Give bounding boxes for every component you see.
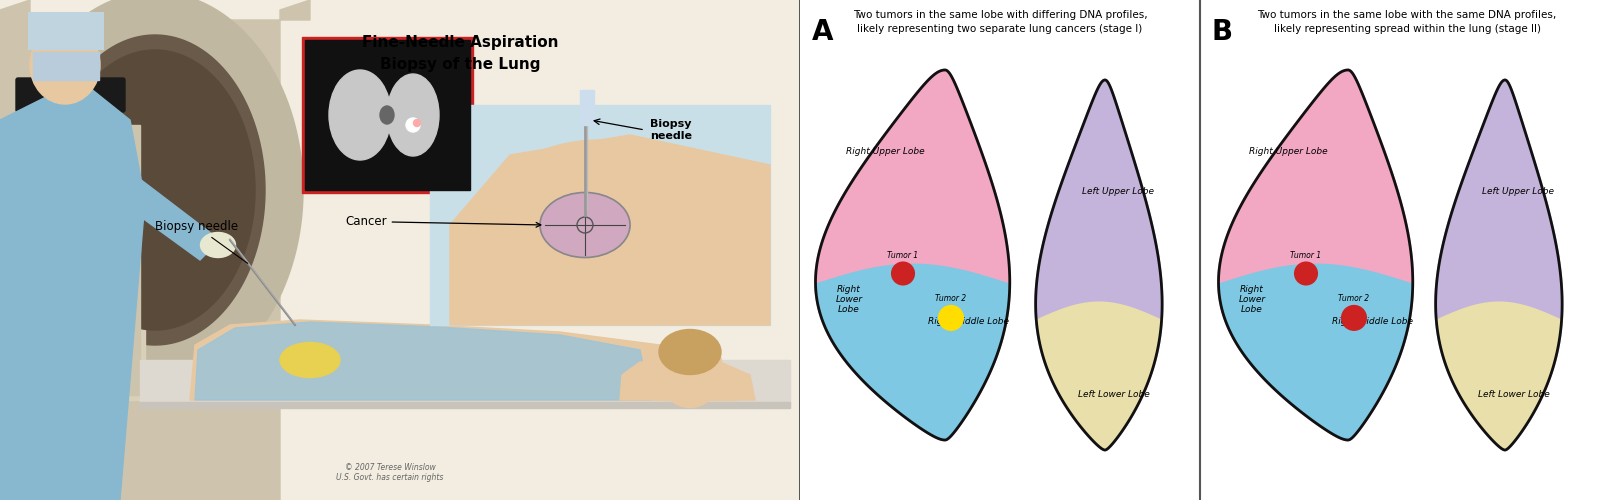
Bar — [29, 12, 104, 50]
Circle shape — [1294, 262, 1317, 284]
Polygon shape — [621, 362, 755, 400]
Polygon shape — [195, 322, 650, 400]
Text: likely representing spread within the lung (stage II): likely representing spread within the lu… — [1274, 24, 1541, 34]
Ellipse shape — [658, 332, 723, 407]
Text: Tumor 2: Tumor 2 — [1339, 294, 1370, 303]
Polygon shape — [6, 0, 302, 388]
Text: Left Lower Lobe: Left Lower Lobe — [1478, 390, 1549, 399]
Bar — [430, 105, 770, 325]
Text: Left Upper Lobe: Left Upper Lobe — [1482, 186, 1554, 196]
Bar — [5, 120, 146, 400]
Polygon shape — [190, 320, 701, 400]
Bar — [302, 37, 474, 193]
Ellipse shape — [490, 140, 710, 280]
Text: likely representing two separate lung cancers (stage I): likely representing two separate lung ca… — [858, 24, 1142, 34]
Bar — [579, 90, 594, 125]
Text: Biopsy
needle: Biopsy needle — [650, 119, 691, 141]
Text: Two tumors in the same lobe with differing DNA profiles,: Two tumors in the same lobe with differi… — [853, 10, 1147, 20]
Text: Right Middle Lobe: Right Middle Lobe — [928, 317, 1010, 326]
Circle shape — [115, 305, 125, 315]
Polygon shape — [54, 50, 254, 330]
FancyBboxPatch shape — [16, 78, 125, 112]
Polygon shape — [450, 135, 770, 325]
Text: Right Upper Lobe: Right Upper Lobe — [846, 147, 925, 156]
Circle shape — [115, 265, 125, 275]
Text: Fine-Needle Aspiration: Fine-Needle Aspiration — [362, 34, 558, 50]
Bar — [306, 40, 470, 190]
Text: Two tumors in the same lobe with the same DNA profiles,: Two tumors in the same lobe with the sam… — [1258, 10, 1557, 20]
Text: 00:00:00: 00:00:00 — [53, 92, 86, 98]
Text: Right Middle Lobe: Right Middle Lobe — [1331, 317, 1413, 326]
Circle shape — [115, 285, 125, 295]
Text: Biopsy needle: Biopsy needle — [155, 220, 248, 264]
Text: Left Lower Lobe: Left Lower Lobe — [1078, 390, 1149, 399]
Text: Left Upper Lobe: Left Upper Lobe — [1082, 186, 1154, 196]
Polygon shape — [1437, 302, 1562, 450]
Polygon shape — [1037, 302, 1162, 450]
Bar — [658, 372, 736, 400]
Ellipse shape — [280, 342, 339, 378]
Polygon shape — [1219, 70, 1413, 440]
Bar — [141, 360, 790, 405]
Ellipse shape — [381, 106, 394, 124]
Ellipse shape — [387, 74, 438, 156]
Text: Right
Lower
Lobe: Right Lower Lobe — [1238, 284, 1266, 314]
Text: © 2007 Terese Winslow
U.S. Govt. has certain rights: © 2007 Terese Winslow U.S. Govt. has cer… — [336, 462, 443, 482]
Text: B: B — [1213, 18, 1234, 46]
Polygon shape — [1035, 80, 1162, 450]
Text: Biopsy of the Lung: Biopsy of the Lung — [379, 58, 541, 72]
Ellipse shape — [200, 232, 235, 258]
Bar — [34, 52, 99, 80]
Polygon shape — [816, 264, 1010, 440]
Text: Right Upper Lobe: Right Upper Lobe — [1248, 147, 1328, 156]
Text: Tumor 1: Tumor 1 — [888, 250, 918, 260]
Text: Cancer: Cancer — [346, 215, 541, 228]
Polygon shape — [0, 80, 146, 500]
Text: Tumor 2: Tumor 2 — [936, 294, 966, 303]
Polygon shape — [1219, 264, 1413, 440]
Polygon shape — [45, 35, 266, 345]
Polygon shape — [80, 100, 221, 260]
Polygon shape — [816, 70, 1010, 440]
Text: Tumor 1: Tumor 1 — [1291, 250, 1322, 260]
Ellipse shape — [30, 26, 99, 104]
Circle shape — [1342, 306, 1366, 330]
Circle shape — [115, 325, 125, 335]
Circle shape — [406, 118, 419, 132]
Polygon shape — [0, 0, 310, 500]
Polygon shape — [1435, 80, 1562, 450]
Circle shape — [939, 306, 963, 330]
Circle shape — [115, 245, 125, 255]
Ellipse shape — [659, 330, 722, 374]
Text: A: A — [813, 18, 834, 46]
Ellipse shape — [330, 70, 390, 160]
Bar — [10, 125, 141, 395]
Circle shape — [413, 120, 421, 126]
Bar — [141, 402, 790, 408]
Circle shape — [893, 262, 914, 284]
Ellipse shape — [541, 192, 630, 258]
Text: Right
Lower
Lobe: Right Lower Lobe — [835, 284, 862, 314]
